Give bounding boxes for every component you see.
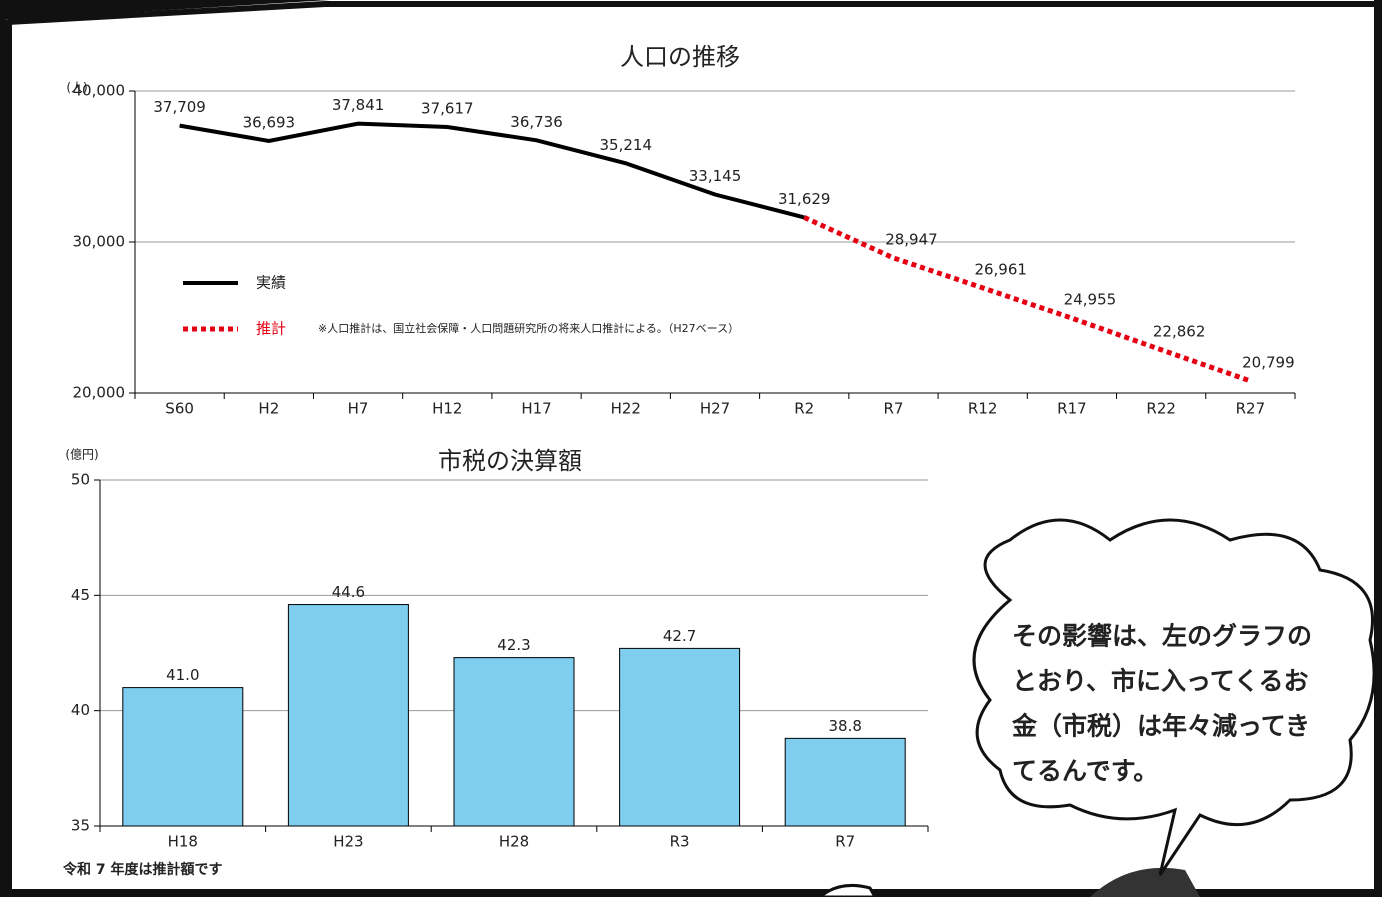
chart-title: 市税の決算額 xyxy=(438,447,582,475)
y-tick-label: 30,000 xyxy=(73,233,126,251)
data-label: 28,947 xyxy=(885,230,938,248)
bubble-text: その影響は、左のグラフの xyxy=(1012,622,1312,651)
bubble-text: てるんです。 xyxy=(1012,757,1158,786)
x-tick-label: R17 xyxy=(1057,400,1087,418)
y-tick-label: 40 xyxy=(71,701,90,719)
x-tick-label: R7 xyxy=(883,400,903,418)
data-label: 20,799 xyxy=(1242,353,1295,371)
y-tick-label: 50 xyxy=(71,471,90,489)
data-label: 24,955 xyxy=(1064,291,1117,309)
x-tick-label: R3 xyxy=(670,833,690,851)
data-label: 36,736 xyxy=(510,113,563,131)
x-tick-label: R2 xyxy=(794,400,814,418)
x-tick-label: H28 xyxy=(499,833,529,851)
figure-hair xyxy=(1090,867,1200,897)
bubble-text: 金（市税）は年々減ってき xyxy=(1011,712,1310,741)
y-tick-label: 40,000 xyxy=(73,82,126,100)
bar xyxy=(784,737,906,827)
data-label: 26,961 xyxy=(974,260,1027,278)
series-line xyxy=(803,215,1252,384)
data-label: 44.6 xyxy=(332,583,365,601)
data-label: 37,841 xyxy=(332,96,385,114)
x-tick-label: H7 xyxy=(348,400,369,418)
chart-note: 令和 7 年度は推計額です xyxy=(62,861,223,878)
bar xyxy=(453,657,575,827)
bar xyxy=(287,604,409,827)
data-label: 42.7 xyxy=(663,627,696,645)
x-tick-label: H18 xyxy=(168,833,198,851)
x-tick-label: R22 xyxy=(1146,400,1176,418)
data-label: 31,629 xyxy=(778,190,831,208)
data-label: 37,709 xyxy=(153,98,206,116)
x-tick-label: R27 xyxy=(1236,400,1266,418)
data-label: 37,617 xyxy=(421,99,474,117)
legend-label: 実績 xyxy=(256,274,286,292)
y-tick-label: 35 xyxy=(71,817,90,835)
data-label: 42.3 xyxy=(497,636,530,654)
x-tick-label: R12 xyxy=(968,400,998,418)
data-label: 38.8 xyxy=(828,717,861,735)
data-label: 22,862 xyxy=(1153,322,1206,340)
y-unit: (億円) xyxy=(65,448,98,462)
x-tick-label: H17 xyxy=(521,400,551,418)
bar xyxy=(122,687,244,827)
x-tick-label: H2 xyxy=(258,400,279,418)
x-tick-label: H27 xyxy=(700,400,730,418)
data-label: 35,214 xyxy=(600,136,653,154)
legend-label: 推計 xyxy=(256,320,286,338)
y-tick-label: 20,000 xyxy=(73,384,126,402)
chart-title: 人口の推移 xyxy=(620,43,740,71)
x-tick-label: H22 xyxy=(611,400,641,418)
data-label: 41.0 xyxy=(166,666,199,684)
y-tick-label: 45 xyxy=(71,586,90,604)
bubble-text: とおり、市に入ってくるお xyxy=(1012,667,1309,696)
chart-note: ※人口推計は、国立社会保障・人口問題研究所の将来人口推計による。（H27ベース） xyxy=(318,321,739,335)
bar xyxy=(619,647,741,827)
data-label: 33,145 xyxy=(689,167,742,185)
data-label: 36,693 xyxy=(243,113,296,131)
figure-head xyxy=(817,884,877,897)
x-tick-label: H12 xyxy=(432,400,462,418)
series-line xyxy=(179,121,805,220)
speech-bubble xyxy=(972,518,1376,876)
x-tick-label: S60 xyxy=(165,400,194,418)
y-unit: (人) xyxy=(66,81,87,95)
x-tick-label: R7 xyxy=(835,833,855,851)
x-tick-label: H23 xyxy=(333,833,363,851)
